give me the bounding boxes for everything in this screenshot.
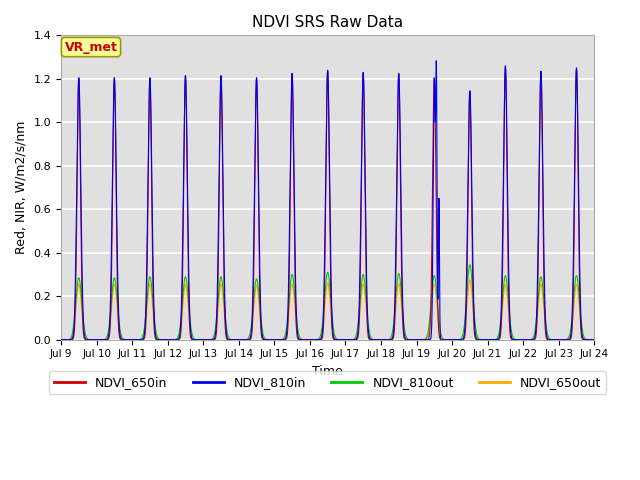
NDVI_810in <box>591 337 598 343</box>
NDVI_810in <box>589 337 597 343</box>
NDVI_810out <box>583 336 591 342</box>
Line: NDVI_810out: NDVI_810out <box>61 264 595 340</box>
NDVI_810in <box>583 337 591 343</box>
NDVI_810out <box>397 291 405 297</box>
NDVI_650in <box>297 337 305 343</box>
NDVI_650in <box>520 337 528 343</box>
Legend: NDVI_650in, NDVI_810in, NDVI_810out, NDVI_650out: NDVI_650in, NDVI_810in, NDVI_810out, NDV… <box>49 372 606 395</box>
NDVI_810out <box>589 337 597 343</box>
NDVI_810out <box>297 336 305 342</box>
NDVI_810in <box>397 222 405 228</box>
NDVI_810out <box>520 337 528 343</box>
Line: NDVI_650in: NDVI_650in <box>61 67 595 340</box>
NDVI_650in <box>583 337 591 343</box>
NDVI_810out <box>591 337 598 343</box>
NDVI_650out <box>57 337 65 343</box>
X-axis label: Time: Time <box>312 365 343 378</box>
Title: NDVI SRS Raw Data: NDVI SRS Raw Data <box>252 15 403 30</box>
NDVI_810out <box>466 262 474 267</box>
NDVI_650out <box>297 336 305 342</box>
Line: NDVI_810in: NDVI_810in <box>61 61 595 340</box>
Text: VR_met: VR_met <box>65 40 118 54</box>
NDVI_650in <box>591 337 598 343</box>
NDVI_810out <box>536 283 543 289</box>
NDVI_650in <box>502 64 509 70</box>
NDVI_650out <box>466 277 474 283</box>
NDVI_650in <box>589 337 597 343</box>
NDVI_650out <box>591 337 598 343</box>
NDVI_650in <box>397 252 405 258</box>
NDVI_810in <box>536 148 543 154</box>
NDVI_810in <box>433 58 440 64</box>
NDVI_650out <box>397 302 405 308</box>
NDVI_810in <box>520 337 528 343</box>
NDVI_650in <box>536 175 543 181</box>
NDVI_650out <box>589 337 597 343</box>
NDVI_810in <box>423 337 431 343</box>
NDVI_810out <box>57 337 65 343</box>
NDVI_650in <box>57 337 65 343</box>
Line: NDVI_650out: NDVI_650out <box>61 280 595 340</box>
NDVI_650out <box>583 337 591 343</box>
NDVI_810in <box>297 337 305 343</box>
NDVI_810in <box>57 337 65 343</box>
NDVI_650out <box>536 292 543 298</box>
Y-axis label: Red, NIR, W/m2/s/nm: Red, NIR, W/m2/s/nm <box>15 121 28 254</box>
NDVI_650out <box>520 337 528 343</box>
